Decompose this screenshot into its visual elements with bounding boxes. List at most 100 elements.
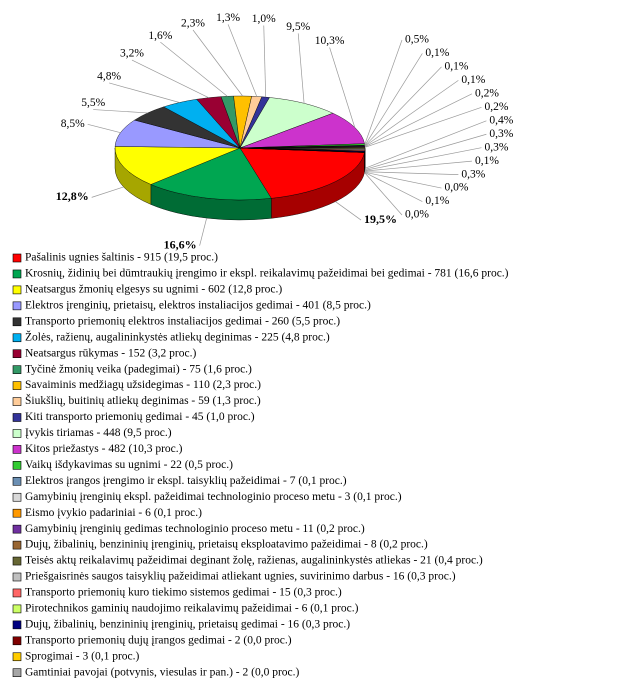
legend-label: Įvykis tiriamas - 448 (9,5 proc.) [25,427,172,439]
leader-line [297,33,305,104]
legend-label: Neatsargus žmonių elgesys su ugnimi - 60… [25,284,282,296]
slice [150,147,272,201]
leader-line [131,59,209,98]
leader-line [364,172,423,202]
data-label: 0,1% [461,74,485,86]
data-label: 0,2% [484,101,508,113]
legend-swatch [12,572,22,582]
legend-swatch [12,397,22,406]
data-label: 1,6% [148,30,172,42]
data-label: 1,3% [216,12,240,24]
data-label: 0,3% [489,128,513,140]
legend-label: Kitos priežastys - 482 (10,3 proc.) [25,443,183,455]
data-label: 0,2% [475,87,499,99]
legend-label: Dujų, žibalinių, benzininių įrenginių, p… [25,539,428,551]
leader-line [93,109,148,114]
leader-line [364,106,482,148]
legend-label: Tyčinė žmonių veika (padegimai) - 75 (1,… [25,363,252,375]
legend-label: Kiti transporto priemonių gedimai - 45 (… [25,411,255,423]
legend-label: Krosnių, židinių bei dūmtraukių įrengimo… [25,268,509,280]
leader-line [364,80,459,147]
slice [239,147,365,199]
legend-swatch [12,492,22,502]
legend-swatch [12,588,22,598]
legend-label: Gamtiniai pavojai (potvynis, viesulas ir… [25,666,300,678]
leader-line [263,25,267,98]
legend-swatch [12,301,22,311]
legend-label: Dujų, žibalinių, benzininių įrenginių, p… [25,618,350,630]
leader-line [87,123,121,134]
data-label: 0,1% [425,195,449,207]
data-label: 3,2% [120,48,144,60]
data-label: 0,1% [425,47,449,59]
data-label: 4,8% [97,71,121,83]
data-label: 8,5% [61,118,85,130]
legend-swatch [12,620,22,630]
legend-label: Elektros įrangos įrengimo ir ekspl. tais… [25,475,347,487]
legend-label: Transporto priemonių dujų įrangos gedima… [25,634,292,646]
legend-label: Transporto priemonių elektros instaliaci… [25,315,340,327]
legend-swatch [12,317,22,327]
data-label: 16,6% [164,237,197,251]
slice [239,97,334,149]
legend-label: Vaikų išdykavimas su ugnimi - 22 (0,5 pr… [25,459,233,471]
data-label: 0,1% [475,155,499,167]
leader-line [364,93,473,147]
leader-line [109,82,180,103]
legend-swatch [12,269,22,279]
leader-line [364,133,487,170]
legend-label: Teisės aktų reikalavimų pažeidimai degin… [25,555,483,567]
legend-label: Pirotechnikos gaminių naudojimo reikalav… [25,603,359,615]
legend-swatch [12,285,22,295]
data-label: 12,8% [56,189,89,203]
slice [114,146,241,185]
legend-label: Gamybinių įrenginių gedimas technologini… [25,523,365,535]
legend-label: Šiukšlių, buitinių atliekų deginimas - 5… [25,393,261,407]
leader-line [227,24,258,97]
leader-line [192,29,243,97]
data-label: 5,5% [81,97,105,109]
leader-line [364,120,487,169]
slice [239,147,365,153]
data-label: 0,1% [445,61,469,73]
leader-line [329,47,356,128]
data-label: 0,3% [484,141,508,153]
data-label: 2,3% [181,18,205,30]
legend-swatch [12,668,22,678]
legend-swatch [12,556,22,566]
leader-line [364,39,403,145]
legend-swatch [12,540,22,550]
legend-swatch [12,381,22,390]
legend-swatch [12,524,22,534]
data-label: 10,3% [315,35,345,47]
legend-swatch [12,604,22,614]
leader-line [91,186,124,198]
legend-swatch [12,333,22,343]
legend-swatch [12,652,22,662]
leader-line [364,66,442,147]
data-label: 0,3% [461,168,485,180]
legend-swatch [12,413,22,422]
legend-label: Eismo įvykio padariniai - 6 (0,1 proc.) [25,507,202,519]
leader-line [364,53,423,146]
legend-label: Sprogimai - 3 (0,1 proc.) [25,650,140,662]
data-label: 0,0% [405,209,429,221]
leader-line [364,171,442,189]
legend-swatch [12,429,22,438]
legend-swatch [12,461,22,470]
legend-swatch [12,365,22,374]
leader-line [335,201,362,221]
legend-swatch [12,349,22,359]
data-label: 0,4% [489,114,513,126]
legend-label: Elektros įrenginių, prietaisų, elektros … [25,299,371,311]
legend-swatch [12,508,22,518]
leader-line [199,218,207,246]
legend-swatch [12,445,22,454]
leader-line [364,160,472,172]
legend-label: Žolės, ražienų, augalininkystės atliekų … [25,329,330,343]
legend-label: Savaiminis medžiagų užsidegimas - 110 (2… [25,379,261,391]
data-label: 9,5% [286,21,310,33]
data-label: 19,5% [364,212,397,226]
legend-swatch [12,636,22,646]
legend-label: Gamybinių įrenginių ekspl. pažeidimai te… [25,491,402,503]
